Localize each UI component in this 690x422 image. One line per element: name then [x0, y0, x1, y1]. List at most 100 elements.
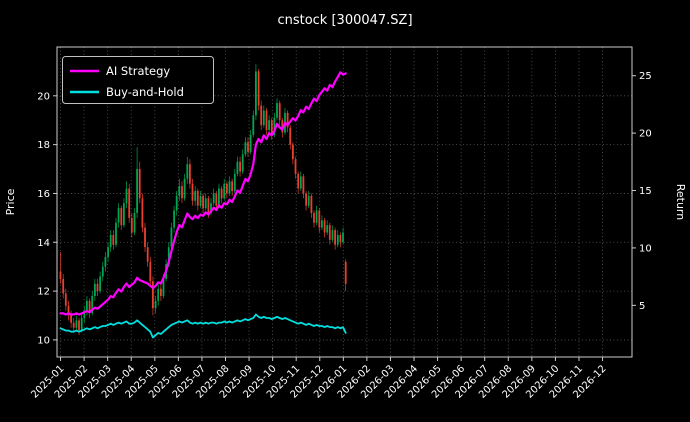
candle-body — [270, 120, 273, 135]
candle-body — [252, 115, 255, 135]
candle-body — [78, 320, 80, 331]
candle-body — [215, 193, 218, 206]
candle-body — [94, 283, 96, 296]
candle-body — [157, 288, 160, 301]
candle-body — [117, 208, 120, 223]
candle-body — [136, 169, 138, 213]
candle-body — [130, 217, 133, 233]
candle-body — [281, 120, 284, 133]
candle-body — [278, 103, 281, 121]
grid — [57, 47, 632, 357]
candle-body — [138, 169, 141, 199]
candle-body — [220, 188, 223, 199]
candle-body — [328, 225, 331, 240]
candle-body — [186, 164, 189, 179]
y-tick-label-left: 14 — [37, 238, 50, 249]
candle-body — [344, 261, 347, 284]
candle-body — [265, 110, 268, 130]
y-axis-left: 10 12 14 16 18 20 — [37, 91, 57, 346]
candle-body — [273, 117, 276, 135]
legend: AI Strategy Buy-and-Hold — [62, 56, 214, 104]
ai-strategy-line — [59, 71, 347, 316]
candle-body — [109, 235, 112, 248]
candle-body — [173, 210, 175, 228]
chart-title: cnstock [300047.SZ] — [277, 13, 412, 28]
candle-body — [83, 310, 86, 318]
candle-body — [80, 317, 83, 331]
candle-body — [262, 110, 265, 126]
candle-body — [326, 225, 329, 233]
candle-body — [162, 278, 165, 296]
candle-body — [339, 235, 342, 243]
candle-body — [99, 276, 101, 291]
y-tick-label-left: 10 — [37, 335, 50, 346]
candle-body — [239, 161, 241, 172]
y-axis-label-left: Price — [4, 188, 17, 215]
candle-body — [310, 195, 313, 213]
candle-body — [210, 203, 212, 213]
candle-body — [170, 227, 173, 248]
candle-body — [212, 193, 215, 204]
y-tick-label-left: 18 — [37, 140, 50, 151]
candle-body — [334, 230, 336, 245]
candle-body — [199, 195, 202, 206]
candle-body — [154, 300, 157, 309]
candle-body — [336, 235, 339, 245]
candle-body — [181, 186, 183, 199]
candle-body — [107, 247, 109, 257]
candle-body — [323, 220, 326, 233]
candle-body — [96, 283, 99, 292]
candle-body — [249, 134, 252, 152]
candle-body — [292, 144, 294, 160]
candle-body — [112, 235, 115, 245]
candle-body — [313, 213, 315, 223]
candle-body — [72, 322, 75, 328]
candle-body — [342, 232, 344, 243]
candle-body — [294, 159, 297, 174]
y-tick-label-right: 15 — [639, 186, 652, 197]
legend-box — [62, 56, 214, 104]
candle-body — [223, 183, 226, 199]
y-axis-label-right: Return — [674, 184, 687, 221]
candle-body — [64, 293, 67, 306]
candle-body — [247, 142, 249, 152]
y-tick-label-right: 25 — [639, 71, 652, 82]
candle-body — [183, 178, 186, 199]
candle-body — [67, 305, 70, 316]
candle-body — [289, 127, 292, 145]
candle-body — [302, 176, 305, 194]
x-axis: 2025-012025-022025-032025-042025-052025-… — [29, 357, 609, 401]
candle-body — [321, 220, 323, 228]
candle-body — [59, 271, 62, 279]
candle-body — [128, 188, 131, 218]
candle-body — [202, 195, 204, 209]
candle-body — [70, 315, 72, 323]
candle-body — [167, 247, 170, 265]
y-tick-label-right: 10 — [639, 243, 652, 254]
candle-body — [307, 195, 310, 206]
candle-body — [299, 176, 302, 189]
candle-body — [62, 278, 65, 294]
candle-body — [331, 230, 334, 240]
candle-body — [218, 188, 220, 206]
y-tick-label-left: 20 — [37, 91, 50, 102]
legend-label: AI Strategy — [106, 64, 170, 78]
plot-border — [56, 46, 633, 358]
candle-body — [133, 213, 136, 233]
candle-body — [207, 198, 210, 213]
plot-area: 10 12 14 16 18 20 5 10 15 20 25 2025-012025-022025-… — [29, 46, 652, 401]
candle-body — [241, 154, 244, 172]
candle-body — [104, 256, 107, 267]
candle-body — [305, 193, 307, 206]
candle-body — [189, 164, 191, 184]
candle-body — [191, 183, 194, 201]
candlestick-series — [59, 64, 347, 335]
y-tick-label-left: 12 — [37, 287, 50, 298]
candle-body — [88, 300, 91, 314]
candle-body — [268, 120, 270, 130]
candle-body — [204, 198, 207, 209]
candle-body — [115, 222, 117, 245]
candle-body — [149, 261, 152, 282]
